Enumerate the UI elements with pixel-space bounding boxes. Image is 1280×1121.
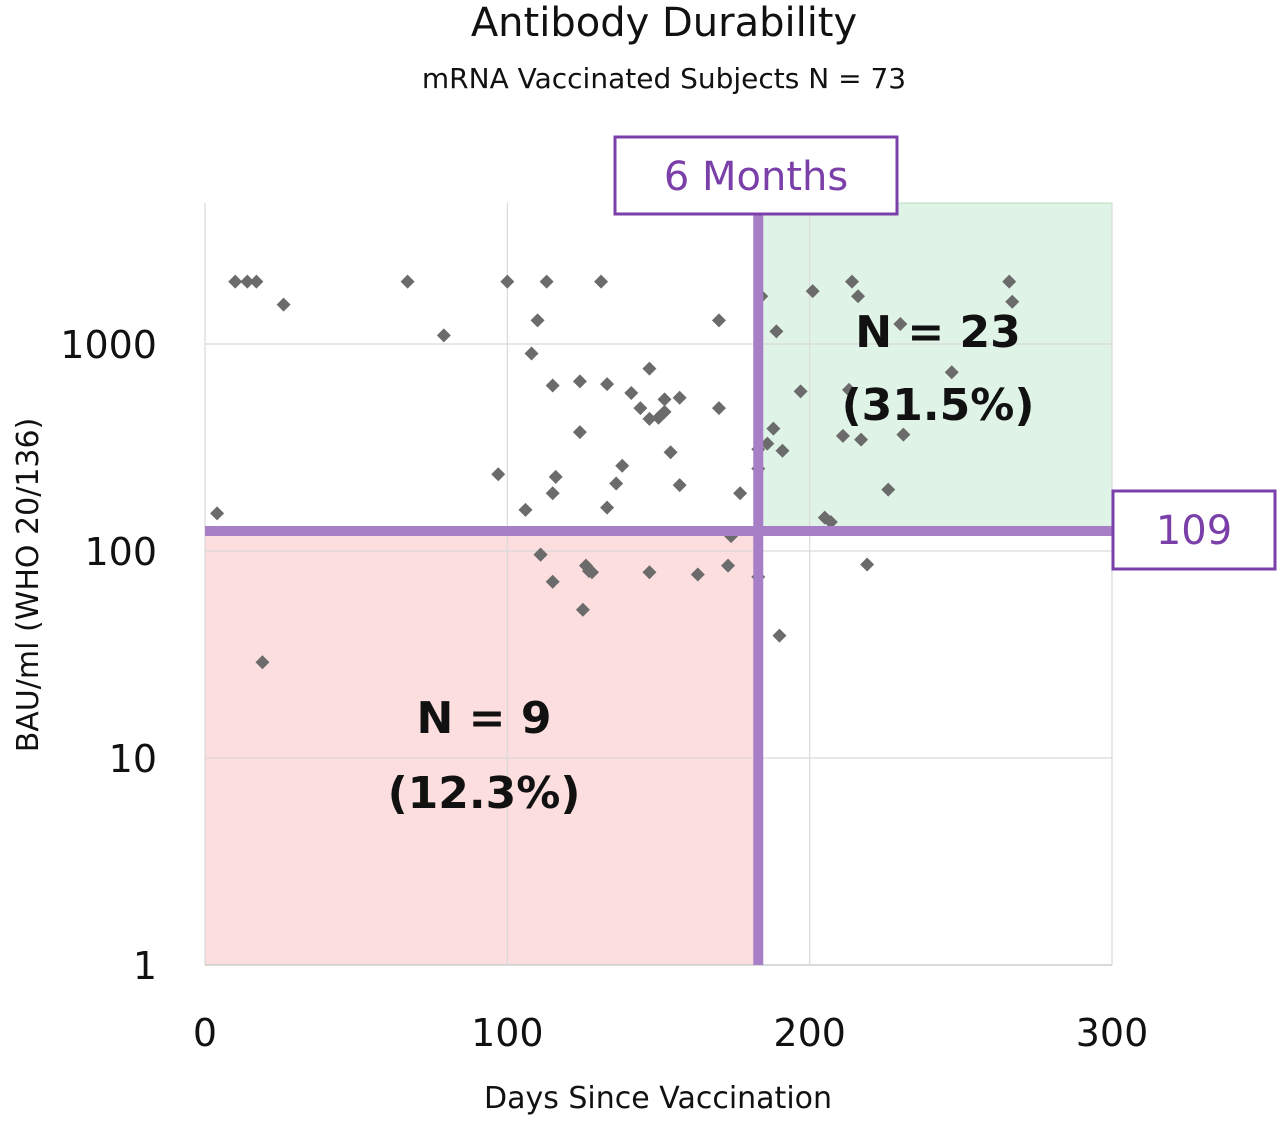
threshold-regions [204, 202, 1113, 966]
data-point [575, 602, 590, 617]
x-axis-label: Days Since Vaccination [484, 1081, 832, 1116]
data-point [721, 558, 736, 573]
data-point [775, 443, 790, 458]
data-point [255, 655, 270, 670]
data-point [657, 392, 672, 407]
data-point [500, 274, 515, 289]
six-months-label: 6 Months [664, 154, 848, 200]
upper-right-count: N = 23 [855, 307, 1021, 358]
data-point [841, 382, 856, 397]
lower-left-region [204, 530, 759, 966]
data-point [491, 467, 506, 482]
data-point [733, 486, 748, 501]
data-point [642, 565, 657, 580]
data-point [881, 482, 896, 497]
data-point [896, 427, 911, 442]
data-point [772, 628, 787, 643]
data-point [518, 502, 533, 517]
data-point [642, 411, 657, 426]
y-tick-label: 100 [84, 530, 157, 574]
data-point [600, 500, 615, 515]
y-axis-ticks: 1 10 100 1000 [60, 323, 157, 988]
data-point [854, 432, 869, 447]
chart-title: Antibody Durability [471, 0, 857, 46]
data-point [690, 567, 705, 582]
data-point [657, 404, 672, 419]
data-point [624, 385, 639, 400]
data-point [539, 274, 554, 289]
data-point [672, 478, 687, 493]
y-axis-label: BAU/ml (WHO 20/136) [11, 418, 46, 753]
data-point [572, 374, 587, 389]
x-tick-label: 300 [1076, 1011, 1149, 1055]
data-point [1002, 274, 1017, 289]
data-point [851, 289, 866, 304]
x-tick-label: 0 [193, 1011, 217, 1055]
y-tick-label: 1000 [60, 323, 157, 367]
data-point [533, 547, 548, 562]
upper-right-region [757, 202, 1113, 532]
y-tick-label: 10 [109, 737, 157, 781]
data-point [545, 574, 560, 589]
data-point [711, 401, 726, 416]
data-point [823, 515, 838, 530]
data-point [228, 274, 243, 289]
data-point [210, 506, 225, 521]
data-point [594, 274, 609, 289]
data-point [609, 476, 624, 491]
data-point [663, 445, 678, 460]
data-point [672, 390, 687, 405]
grid-lines [204, 203, 1113, 966]
data-point [760, 436, 775, 451]
y-tick-label: 1 [133, 944, 157, 988]
x-tick-label: 100 [471, 1011, 544, 1055]
data-point [249, 274, 264, 289]
data-point [844, 274, 859, 289]
upper-right-percent: (31.5%) [842, 380, 1035, 431]
data-point [524, 346, 539, 361]
data-point [548, 469, 563, 484]
data-point [545, 378, 560, 393]
data-points [210, 274, 1020, 670]
data-point [642, 361, 657, 376]
data-point [769, 324, 784, 339]
lower-left-percent: (12.3%) [388, 768, 581, 819]
data-point [530, 313, 545, 328]
data-point [240, 274, 255, 289]
lower-left-count: N = 9 [417, 693, 552, 744]
data-point [615, 458, 630, 473]
threshold-109-label: 109 [1156, 508, 1232, 554]
data-point [793, 384, 808, 399]
x-tick-label: 200 [773, 1011, 846, 1055]
threshold-lines [205, 214, 1113, 965]
data-point [766, 421, 781, 436]
six-months-box [613, 135, 899, 216]
data-point [944, 365, 959, 380]
x-axis-ticks: 0 100 200 300 [193, 1011, 1148, 1055]
data-point [835, 428, 850, 443]
data-point [711, 313, 726, 328]
data-point [545, 486, 560, 501]
data-point [400, 274, 415, 289]
chart-subtitle: mRNA Vaccinated Subjects N = 73 [422, 62, 906, 95]
data-point [860, 557, 875, 572]
data-point [633, 401, 648, 416]
threshold-109-box [1111, 489, 1277, 571]
data-point [276, 297, 291, 312]
data-point [584, 565, 599, 580]
data-point [436, 328, 451, 343]
data-point [805, 284, 820, 299]
data-point [600, 377, 615, 392]
data-point [893, 316, 908, 331]
data-point [572, 425, 587, 440]
data-point [1005, 294, 1020, 309]
